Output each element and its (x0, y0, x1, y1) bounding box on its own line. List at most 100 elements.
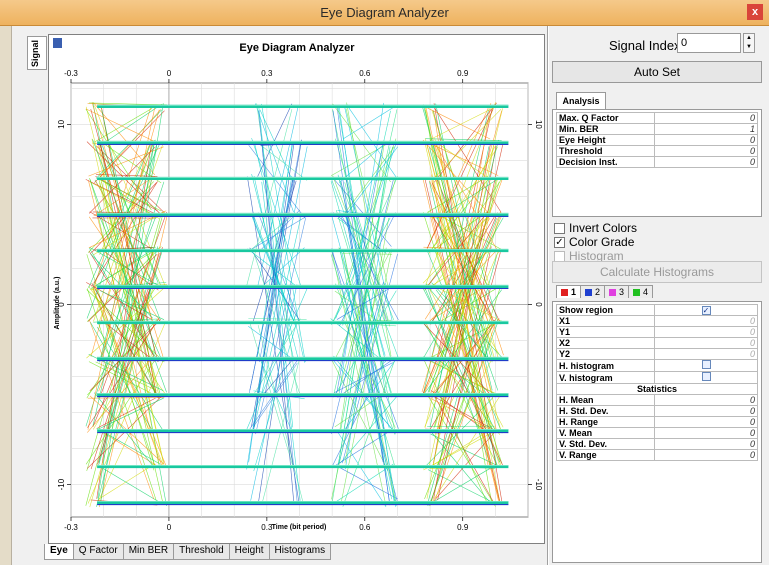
eye-transition-trace (433, 110, 491, 470)
eye-transition-trace (437, 143, 504, 435)
signal-tab[interactable]: Signal (27, 36, 47, 70)
eye-transition-trace (86, 289, 165, 363)
auto-set-button[interactable]: Auto Set (552, 61, 762, 83)
h-histogram-label: H. histogram (556, 359, 655, 372)
stat-row: H. Std. Dev. 0 (556, 405, 758, 417)
eye-transition-trace (85, 217, 163, 506)
eye-transition-trace (91, 282, 159, 399)
stat-value: 0 (654, 394, 758, 406)
eye-transition-trace (434, 212, 502, 427)
eye-transition-trace (96, 140, 153, 499)
eye-transition-trace (345, 215, 386, 470)
v-histogram-checkbox[interactable] (701, 372, 711, 381)
eye-transition-trace (258, 146, 308, 397)
eye-transition-trace (336, 288, 389, 320)
eye-transition-trace (339, 212, 396, 326)
eye-transition-trace (248, 318, 307, 320)
x-tick-label-bottom: -0.3 (64, 523, 78, 532)
eye-transition-trace (432, 318, 500, 395)
region-value[interactable]: 0 (654, 315, 758, 327)
region-value[interactable]: 0 (654, 326, 758, 338)
color-grade-label: Color Grade (569, 235, 635, 249)
eye-transition-trace (337, 360, 392, 398)
region-table-box: Show region ✓ X1 0 Y1 0 X2 0 Y2 0 H. histogra… (552, 301, 762, 563)
eye-transition-trace (261, 181, 301, 501)
eye-transition-trace (427, 176, 489, 213)
eye-transition-trace (95, 180, 154, 284)
analysis-table-box: Max. Q Factor 0 Min. BER 1 Eye Height 0 Thr… (552, 109, 762, 217)
eye-transition-trace (247, 176, 300, 503)
region-label: Y1 (556, 326, 655, 338)
eye-transition-trace (434, 143, 500, 254)
show-region-checkbox[interactable]: ✓ (701, 306, 711, 315)
eye-transition-trace (256, 104, 299, 289)
analysis-label: Min. BER (556, 123, 655, 135)
eye-transition-trace (245, 109, 293, 288)
eye-transition-trace (260, 145, 308, 181)
tab-histograms[interactable]: Histograms (268, 544, 332, 560)
analysis-label: Max. Q Factor (556, 112, 655, 124)
plot-menu-icon[interactable] (53, 38, 62, 48)
eye-transition-trace (250, 284, 298, 501)
stat-value: 0 (654, 449, 758, 461)
region-value[interactable]: 0 (654, 337, 758, 349)
x-tick-label-bottom: 0.3 (261, 523, 273, 532)
region-value[interactable]: 0 (654, 348, 758, 360)
tab-q-factor[interactable]: Q Factor (72, 544, 124, 560)
eye-transition-trace (255, 103, 294, 213)
signal-index-spinner[interactable]: ▲ ▼ (743, 33, 755, 53)
eye-transition-trace (334, 392, 386, 428)
statistics-header-row: Statistics (556, 383, 758, 395)
eye-transition-trace (93, 176, 155, 217)
window-title: Eye Diagram Analyzer (320, 5, 449, 20)
eye-diagram-plot[interactable]: Eye Diagram Analyzer -0.3 -0.3 0 0 0.3 0.3 0.6… (48, 34, 545, 544)
signal-index-input[interactable]: 0 (677, 33, 741, 53)
tab-channel-1[interactable]: 1 (556, 285, 582, 298)
eye-transition-trace (335, 209, 392, 393)
left-edge-strip (0, 26, 12, 565)
invert-colors-checkbox[interactable] (554, 222, 565, 234)
eye-transition-trace (344, 211, 386, 356)
tab-height[interactable]: Height (228, 544, 270, 560)
histogram-checkbox[interactable] (554, 250, 565, 262)
eye-transition-trace (431, 110, 491, 287)
stat-row: H. Range 0 (556, 416, 758, 428)
eye-transition-trace (334, 362, 393, 393)
channel-tabs: 1 2 3 4 (556, 285, 654, 298)
close-button[interactable]: x (747, 4, 763, 20)
eye-traces (85, 102, 509, 508)
eye-diagram-svg: Eye Diagram Analyzer -0.3 -0.3 0 0 0.3 0.3 0.6… (53, 38, 543, 532)
tab-min-ber[interactable]: Min BER (122, 544, 175, 560)
calculate-histograms-button[interactable]: Calculate Histograms (552, 261, 762, 283)
eye-transition-trace (433, 106, 502, 213)
eye-transition-trace (88, 216, 161, 323)
invert-colors-option[interactable]: Invert Colors (554, 221, 637, 235)
tab-eye[interactable]: Eye (44, 544, 74, 560)
eye-transition-trace (339, 142, 386, 183)
y-tick-label-left: 10 (57, 119, 66, 128)
eye-transition-trace (335, 143, 384, 396)
analysis-label: Decision Inst. (556, 156, 655, 168)
tab-threshold[interactable]: Threshold (173, 544, 230, 560)
eye-transition-trace (340, 181, 385, 431)
tab-channel-4[interactable]: 4 (628, 285, 654, 298)
eye-transition-trace (251, 137, 302, 288)
tab-channel-3[interactable]: 3 (604, 285, 630, 298)
channel-1-label: 1 (571, 287, 577, 297)
eye-transition-trace (333, 212, 384, 252)
color-grade-checkbox[interactable]: ✓ (554, 236, 565, 248)
x-tick-label-top: 0 (167, 69, 172, 78)
x-axis-title: Time (bit period) (272, 524, 327, 531)
tab-channel-2[interactable]: 2 (580, 285, 606, 298)
eye-transition-trace (428, 211, 488, 286)
x-tick-label-top: 0.6 (359, 69, 371, 78)
eye-transition-trace (96, 145, 167, 216)
eye-transition-trace (97, 397, 156, 429)
h-histogram-checkbox[interactable] (701, 360, 711, 369)
eye-transition-trace (258, 106, 294, 428)
color-grade-option[interactable]: ✓ Color Grade (554, 235, 634, 249)
eye-transition-trace (250, 214, 294, 251)
tab-analysis[interactable]: Analysis (556, 92, 606, 109)
stat-value: 0 (654, 427, 758, 439)
eye-transition-trace (101, 109, 156, 355)
